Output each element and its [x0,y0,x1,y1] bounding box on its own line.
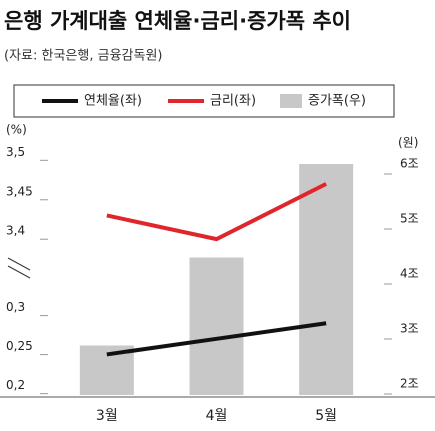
line [106,182,328,242]
y2-tick-label: 4조 [400,267,419,281]
y2-tick-label: 5조 [400,212,419,226]
y2-axis-label: (원) [398,136,418,150]
legend-swatch [280,94,302,108]
y-axis-label: (%) [6,123,27,137]
x-tick-label: 5월 [315,408,337,424]
x-tick-label: 3월 [96,408,118,424]
legend-label: 연체율(좌) [84,94,142,109]
y-tick-label: 3,45 [6,184,33,198]
y2-tick-label: 6조 [400,157,419,171]
axis-break [7,257,31,271]
y2-tick-label: 2조 [400,377,419,391]
legend-label: 금리(좌) [210,94,256,109]
line [106,321,327,357]
y-tick-label: 3,5 [6,145,25,159]
legend-box [13,84,395,118]
x-tick-label: 4월 [206,408,228,424]
y-tick-label: 0,2 [6,378,25,392]
legend-label: 증가폭(우) [308,94,366,109]
bar [299,164,354,395]
y2-tick-label: 3조 [400,322,419,336]
y-tick-label: 3,4 [6,224,25,238]
chart-subtitle: (자료: 한국은행, 금융감독원) [4,48,162,64]
y-tick-label: 0,25 [6,339,33,353]
chart-title: 은행 가계대출 연체율·금리·증가폭 추이 [4,9,351,33]
axis-break [7,265,31,279]
y-tick-label: 0,3 [6,300,25,314]
bar [189,257,244,395]
